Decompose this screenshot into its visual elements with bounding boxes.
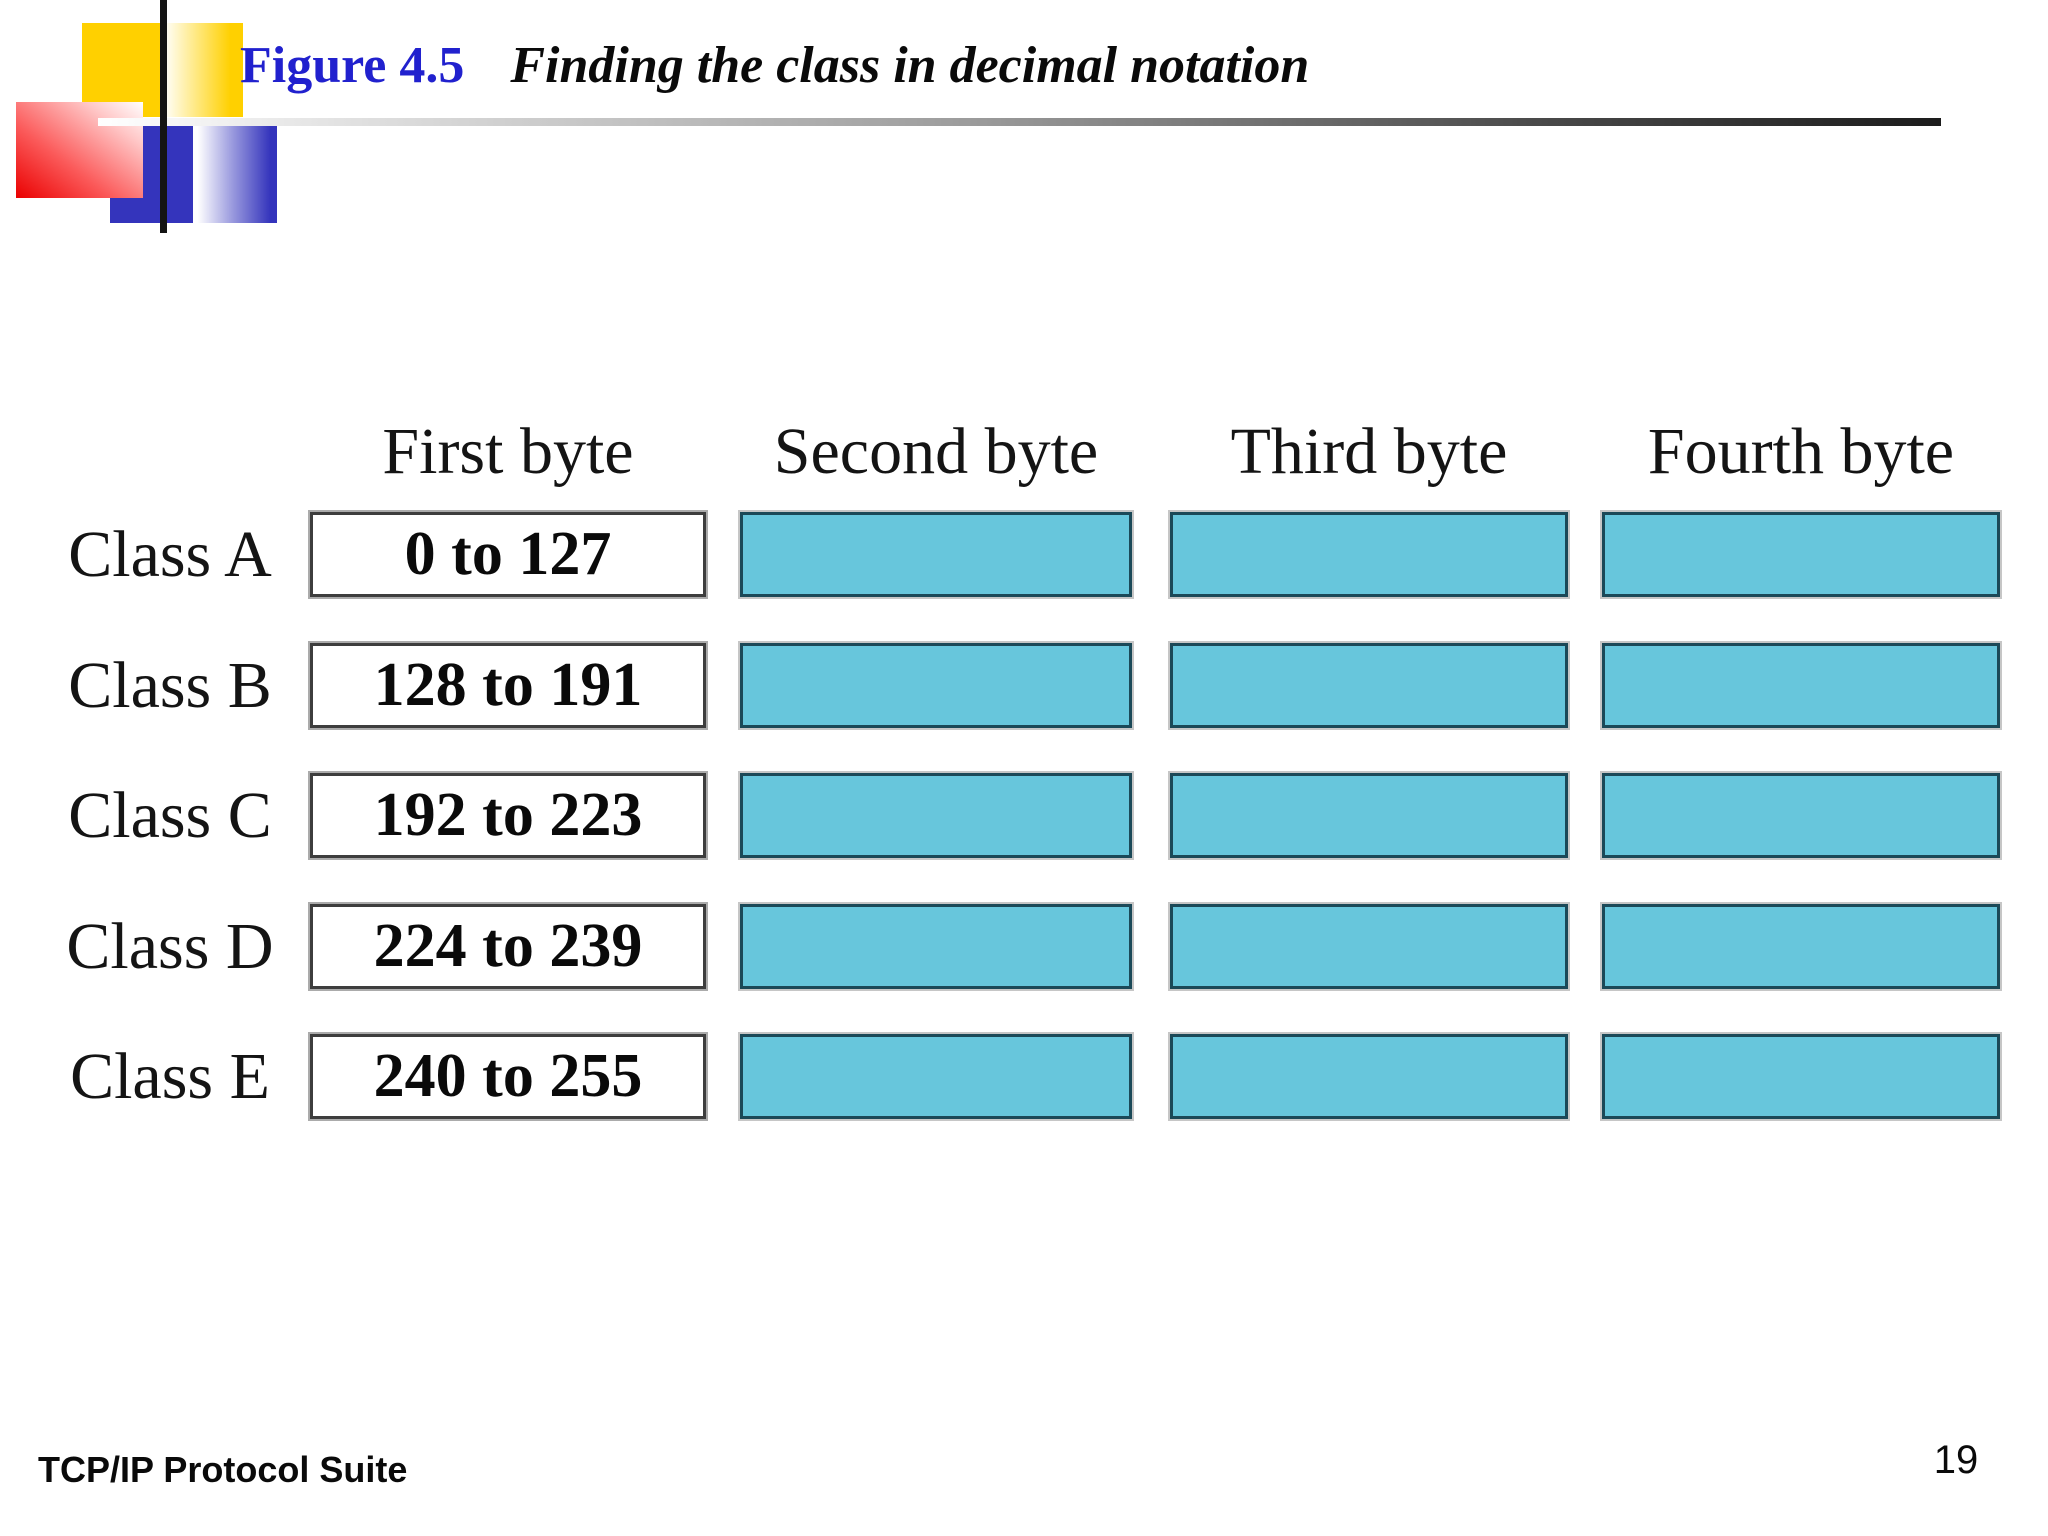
class-label: Class B: [68, 648, 272, 722]
class-row-c: Class C 192 to 223: [0, 771, 2048, 860]
second-byte-box: [738, 902, 1134, 991]
second-byte-box: [738, 1032, 1134, 1121]
first-byte-range-box: 128 to 191: [308, 641, 708, 730]
logo-blue-gradient-square: [196, 123, 277, 223]
third-byte-box: [1168, 1032, 1570, 1121]
first-byte-range-box: 192 to 223: [308, 771, 708, 860]
page-number: 19: [1933, 1438, 1979, 1482]
column-header-third-byte: Third byte: [1230, 415, 1508, 488]
figure-title: Finding the class in decimal notation: [510, 37, 1310, 94]
class-row-a: Class A 0 to 127: [0, 510, 2048, 599]
fourth-byte-box: [1600, 771, 2002, 860]
class-label: Class A: [68, 517, 272, 591]
class-label: Class E: [70, 1039, 270, 1113]
second-byte-box: [738, 771, 1134, 860]
class-row-d: Class D 224 to 239: [0, 902, 2048, 991]
logo-yellow-square: [82, 23, 160, 117]
slide-title: Figure 4.5 Finding the class in decimal …: [240, 36, 1309, 95]
footer-book-title: TCP/IP Protocol Suite: [38, 1449, 408, 1490]
first-byte-range-box: 0 to 127: [308, 510, 708, 599]
fourth-byte-box: [1600, 1032, 2002, 1121]
second-byte-box: [738, 510, 1134, 599]
third-byte-box: [1168, 510, 1570, 599]
third-byte-box: [1168, 641, 1570, 730]
fourth-byte-box: [1600, 902, 2002, 991]
column-header-first-byte: First byte: [382, 415, 634, 488]
logo-red-gradient-square: [16, 102, 143, 198]
first-byte-range-box: 224 to 239: [308, 902, 708, 991]
class-label: Class C: [68, 778, 272, 852]
third-byte-box: [1168, 902, 1570, 991]
header-divider-line: [98, 118, 1941, 126]
logo-vertical-line: [160, 0, 167, 233]
column-header-second-byte: Second byte: [773, 415, 1099, 488]
fourth-byte-box: [1600, 641, 2002, 730]
column-header-fourth-byte: Fourth byte: [1647, 415, 1955, 488]
column-header-row: First byte Second byte Third byte Fourth…: [0, 413, 2048, 491]
class-label: Class D: [66, 909, 274, 983]
logo-yellow-gradient-square: [160, 23, 243, 117]
class-row-e: Class E 240 to 255: [0, 1032, 2048, 1121]
figure-label: Figure 4.5: [240, 37, 465, 94]
third-byte-box: [1168, 771, 1570, 860]
first-byte-range-box: 240 to 255: [308, 1032, 708, 1121]
second-byte-box: [738, 641, 1134, 730]
class-row-b: Class B 128 to 191: [0, 641, 2048, 730]
fourth-byte-box: [1600, 510, 2002, 599]
